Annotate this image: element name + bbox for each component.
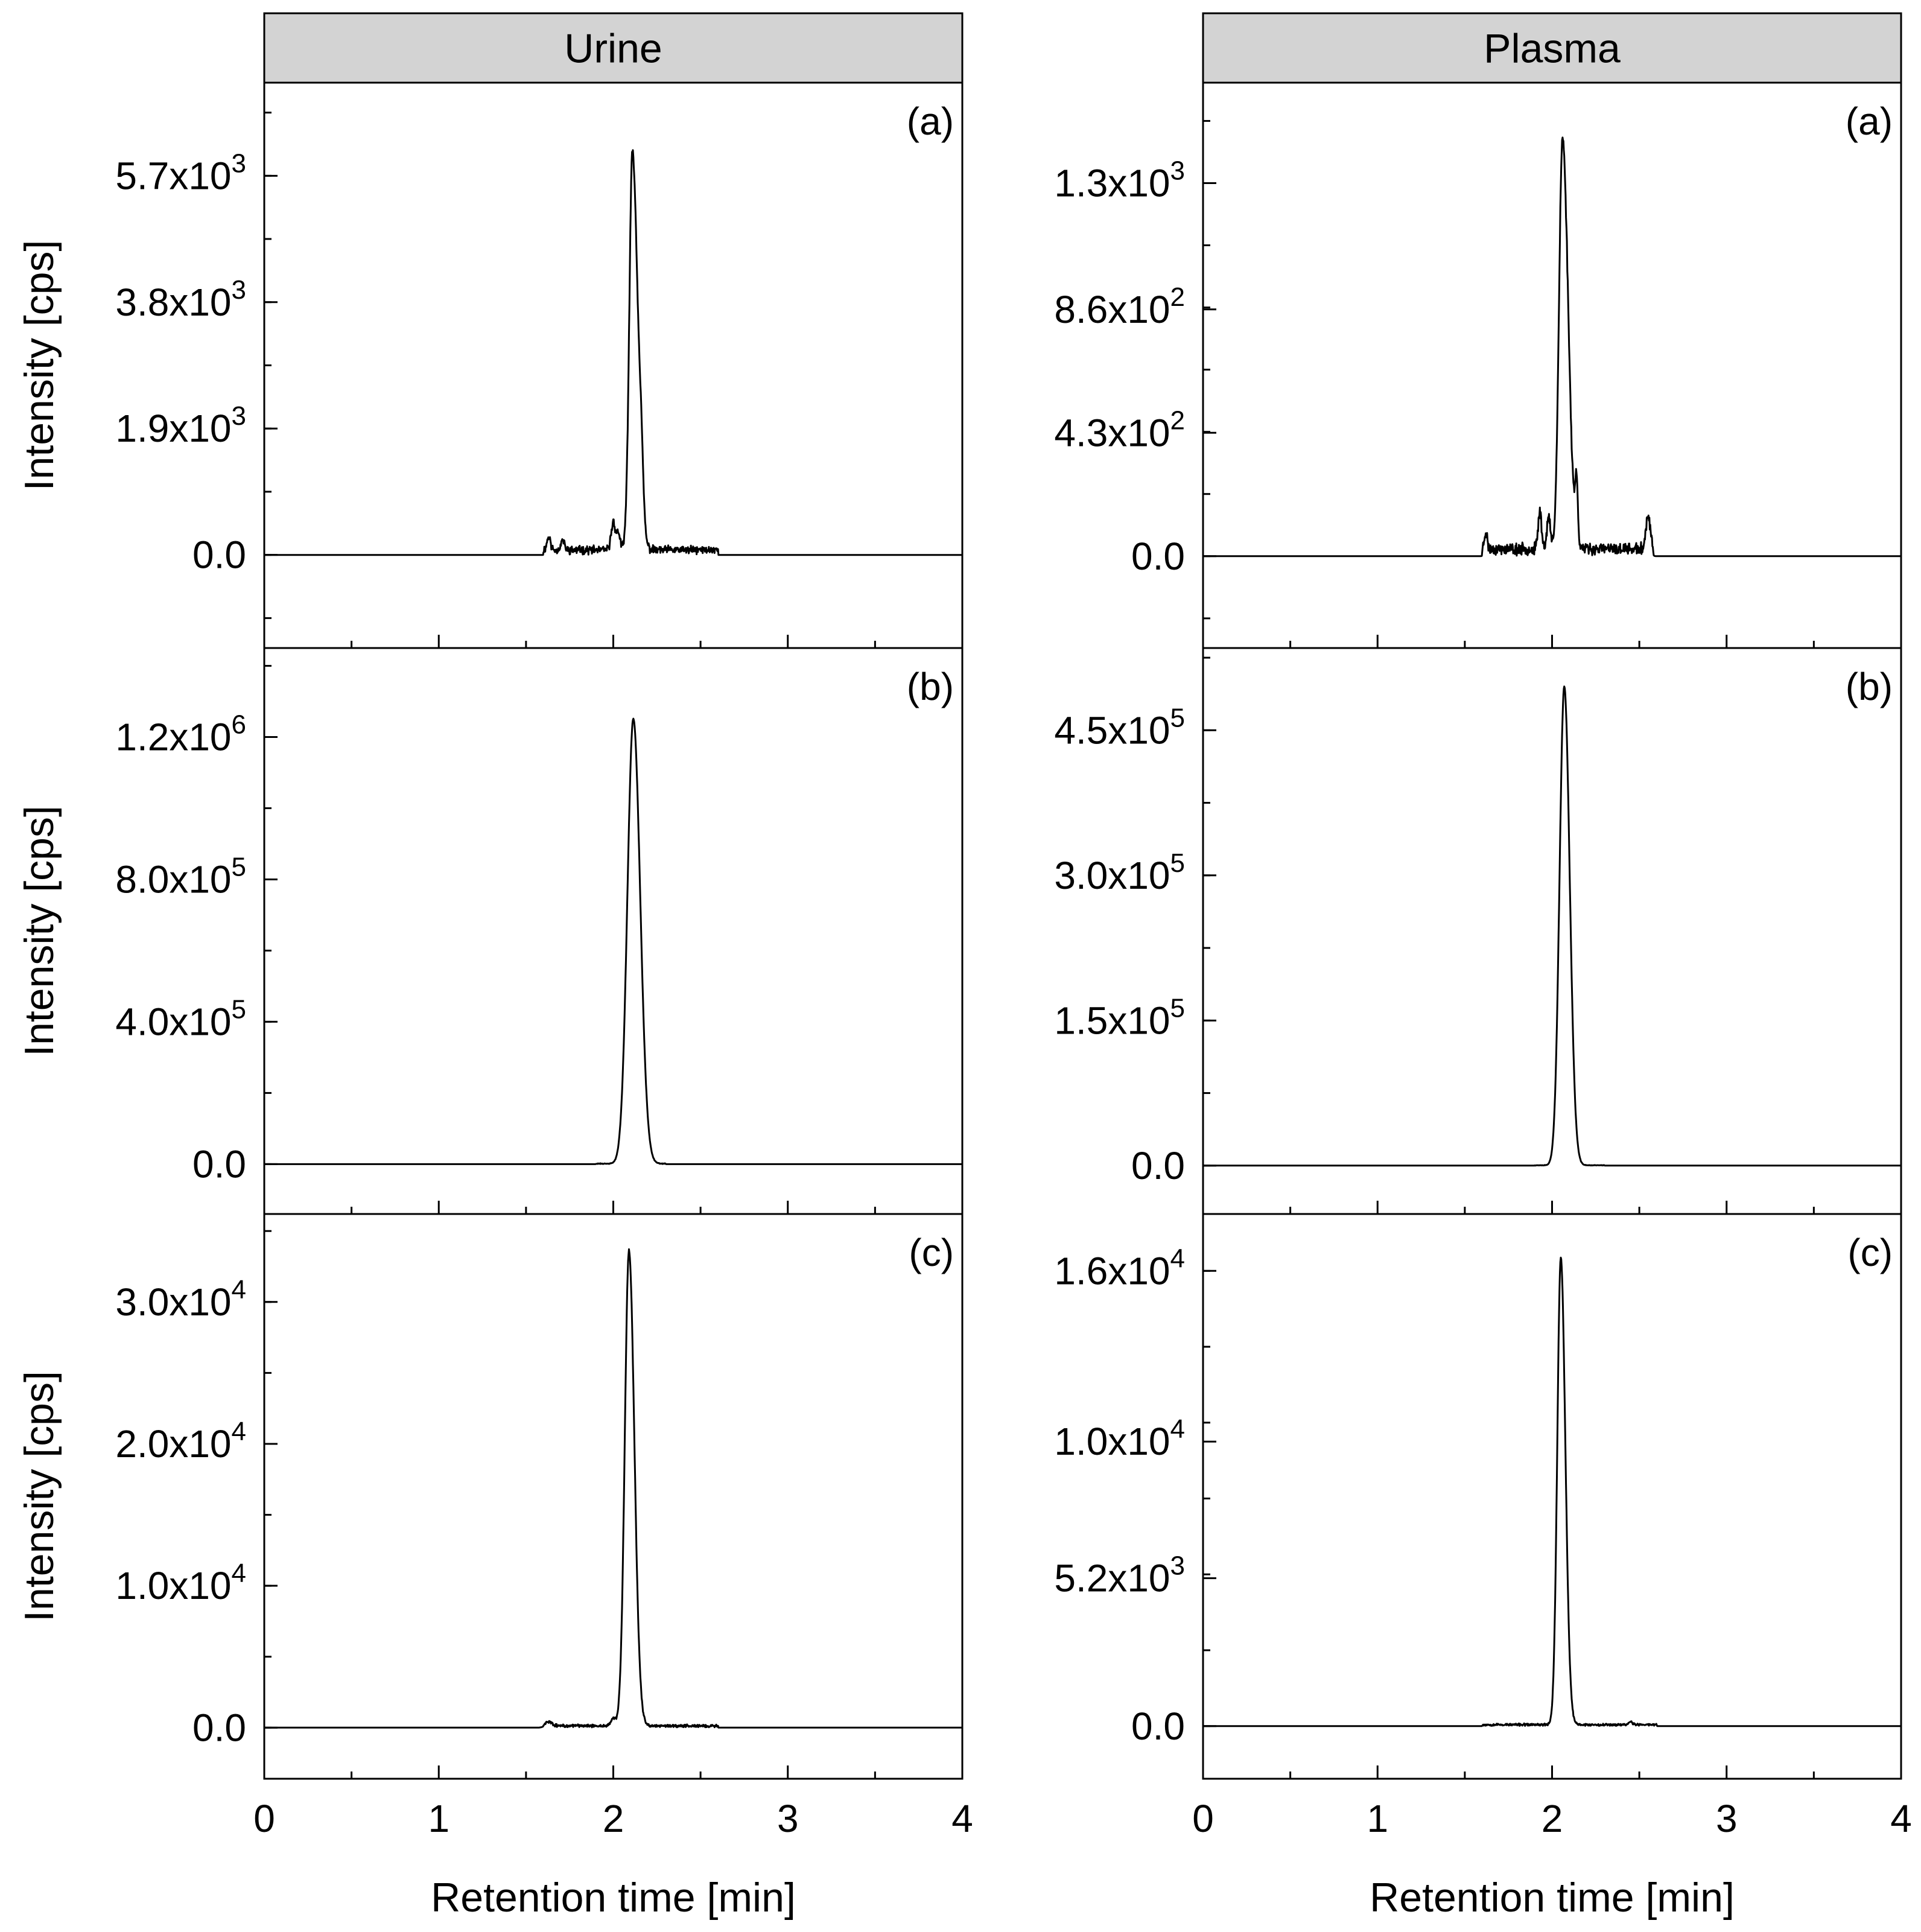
chromatogram-trace — [264, 717, 963, 1165]
y-tick-label: 4.3x102 — [1054, 405, 1185, 454]
y-tick-label: 1.9x103 — [115, 401, 246, 450]
panel-label: (b) — [907, 665, 954, 708]
x-tick-label: 1 — [428, 1797, 449, 1840]
y-tick-label: 0.0 — [1131, 535, 1185, 578]
y-tick-label: 4.5x105 — [1054, 703, 1185, 752]
chromatogram-trace — [1202, 685, 1902, 1167]
y-tick-label: 1.6x104 — [1054, 1244, 1185, 1292]
y-axis-title: Intensity [cps] — [16, 1371, 62, 1622]
strip-label-urine: Urine — [564, 26, 662, 72]
y-tick-label: 0.0 — [1131, 1705, 1185, 1748]
x-tick-label: 4 — [951, 1797, 973, 1840]
strip-label-plasma: Plasma — [1484, 26, 1621, 72]
panel-label: (a) — [907, 100, 954, 143]
x-tick-label: 1 — [1367, 1797, 1388, 1840]
y-tick-label: 0.0 — [192, 1706, 246, 1749]
panel-label: (c) — [1847, 1231, 1893, 1274]
y-tick-label: 1.2x106 — [115, 710, 246, 758]
panel-urine-a: 0.0 1.9x103 3.8x103 5.7x103 (a) — [115, 81, 964, 649]
chromatogram-trace — [264, 149, 963, 556]
panel-label: (b) — [1846, 665, 1893, 708]
x-tick-label: 0 — [1192, 1797, 1214, 1840]
panel-plasma-a: 0.0 4.3x102 8.6x102 1.3x103 (a) — [1054, 81, 1902, 649]
y-tick-label: 8.0x105 — [115, 852, 246, 901]
strip-header-plasma — [1202, 12, 1902, 84]
y-tick-label: 3.0x104 — [115, 1275, 246, 1324]
x-tick-label: 3 — [777, 1797, 799, 1840]
x-axis-title: Retention time [min] — [431, 1875, 796, 1921]
panel-frame — [263, 81, 964, 649]
panel-plasma-b: 0.0 1.5x105 3.0x105 4.5x105 (b) — [1054, 647, 1902, 1215]
y-tick-label: 1.0x104 — [115, 1559, 246, 1607]
y-tick-label: 1.3x103 — [1054, 156, 1185, 205]
y-tick-label: 3.0x105 — [1054, 848, 1185, 897]
y-tick-label: 1.0x104 — [1054, 1414, 1185, 1463]
panel-frame — [263, 647, 964, 1215]
y-tick-label: 8.6x102 — [1054, 282, 1185, 331]
y-tick-label: 3.8x103 — [115, 275, 246, 324]
y-tick-label: 0.0 — [192, 533, 246, 577]
x-tick-label: 2 — [603, 1797, 624, 1840]
y-tick-label: 0.0 — [1131, 1144, 1185, 1187]
x-tick-label: 3 — [1716, 1797, 1738, 1840]
x-tick-label: 0 — [253, 1797, 275, 1840]
y-tick-label: 2.0x104 — [115, 1417, 246, 1466]
y-tick-label: 0.0 — [192, 1142, 246, 1186]
y-tick-label: 4.0x105 — [115, 994, 246, 1043]
panel-plasma-c: 0.0 5.2x103 1.0x104 1.6x104 (c) — [1054, 1213, 1902, 1780]
y-axis-title: Intensity [cps] — [16, 240, 62, 491]
strip-header-urine — [263, 12, 964, 84]
panel-urine-c: 0.0 1.0x104 2.0x104 3.0x104 (c) — [115, 1213, 964, 1780]
y-tick-label: 5.7x103 — [115, 148, 246, 197]
x-tick-label: 4 — [1890, 1797, 1912, 1840]
y-tick-label: 1.5x105 — [1054, 993, 1185, 1042]
panel-frame — [1202, 81, 1902, 649]
panel-frame — [263, 1213, 964, 1780]
chromatogram-trace — [1202, 1256, 1902, 1727]
panel-label: (a) — [1846, 100, 1893, 143]
y-tick-label: 5.2x103 — [1054, 1551, 1185, 1600]
y-axis-title: Intensity [cps] — [16, 806, 62, 1057]
chromatogram-trace — [1202, 136, 1902, 558]
x-tick-label: 2 — [1542, 1797, 1563, 1840]
x-axis-title: Retention time [min] — [1370, 1875, 1735, 1921]
panel-frame — [1202, 647, 1902, 1215]
panel-label: (c) — [909, 1231, 954, 1274]
chromatogram-trace — [264, 1248, 963, 1729]
panel-urine-b: 0.0 4.0x105 8.0x105 1.2x106 (b) — [115, 647, 964, 1215]
